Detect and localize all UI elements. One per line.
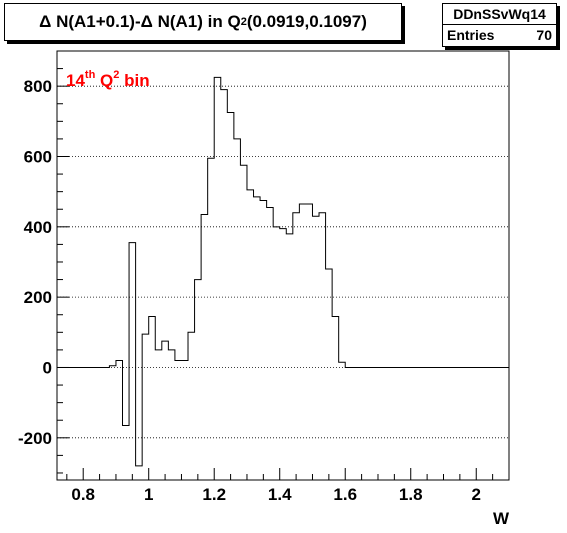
- y-tick-label: 400: [24, 218, 52, 237]
- stats-box: DDnSSvWq14 Entries 70: [442, 3, 557, 47]
- annotation-sup-2: 2: [113, 69, 119, 81]
- x-tick-label: 1.8: [399, 485, 423, 504]
- entries-label: Entries: [447, 27, 495, 43]
- bin-annotation: 14th Q2 bin: [66, 69, 150, 90]
- title-range: (0.0919,0.1097): [246, 12, 367, 31]
- x-tick-label: 2: [472, 485, 481, 504]
- y-tick-label: 0: [43, 358, 52, 377]
- x-tick-label: 1.4: [268, 485, 292, 504]
- annotation-bin: bin: [119, 71, 149, 90]
- x-tick-label: 1.2: [202, 485, 226, 504]
- x-tick-label: 1: [144, 485, 153, 504]
- y-tick-label: -200: [18, 429, 52, 448]
- annotation-number: 14: [66, 71, 85, 90]
- plot-frame: [56, 50, 510, 481]
- x-tick-label: 0.8: [71, 485, 95, 504]
- x-axis: 0.8 1 1.2 1.4 1.6 1.8 2: [66, 468, 510, 504]
- y-tick-label: 200: [24, 288, 52, 307]
- x-tick-label: 1.6: [333, 485, 357, 504]
- grid-lines: [57, 85, 509, 439]
- annotation-sup-th: th: [85, 69, 96, 81]
- y-axis: -200 0 200 400 600 800: [18, 50, 69, 474]
- y-tick-label: 600: [24, 147, 52, 166]
- annotation-q: Q: [95, 71, 113, 90]
- histogram-line: [57, 76, 509, 467]
- title-text: Δ N(A1+0.1)-Δ N(A1) in Q: [39, 12, 241, 31]
- histogram-name: DDnSSvWq14: [443, 4, 556, 25]
- plot-title: Δ N(A1+0.1)-Δ N(A1) in Q 2 (0.0919,0.1097): [4, 3, 402, 41]
- title-superscript: 2: [240, 16, 247, 28]
- x-axis-label: W: [493, 509, 510, 528]
- entries-row: Entries 70: [443, 25, 556, 46]
- entries-value: 70: [536, 27, 552, 43]
- y-tick-label: 800: [24, 77, 52, 96]
